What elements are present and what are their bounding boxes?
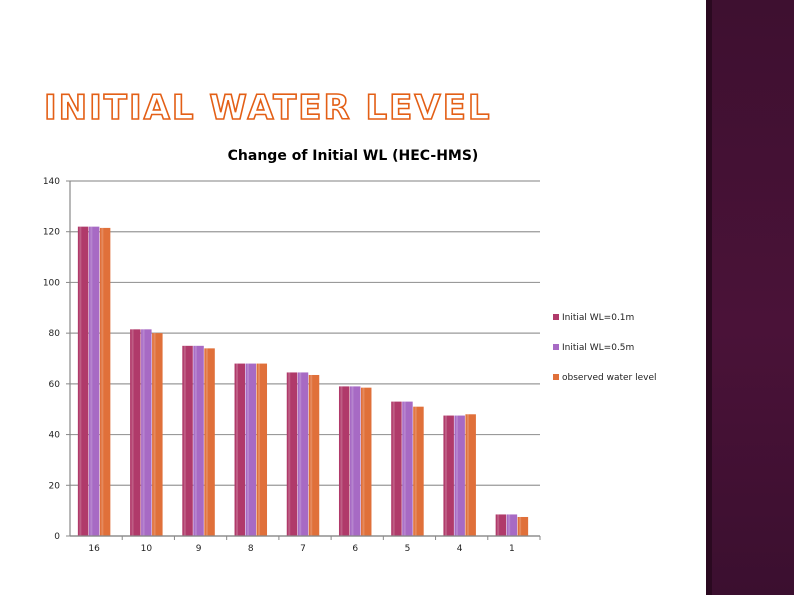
bar-highlight	[392, 401, 395, 536]
legend-label: Initial WL=0.5m	[562, 343, 634, 353]
legend: Initial WL=0.1m Initial WL=0.5m observed w…	[553, 313, 657, 383]
y-tick-label: 80	[49, 329, 61, 339]
bar	[308, 374, 320, 536]
legend-swatch	[553, 374, 559, 380]
bar	[245, 363, 257, 536]
bar	[99, 227, 111, 537]
bar	[204, 348, 215, 536]
bar	[141, 329, 152, 536]
x-tick-label: 6	[352, 544, 358, 554]
bar-highlight	[153, 333, 156, 536]
bar	[360, 387, 372, 536]
x-tick-label: 8	[248, 544, 254, 554]
bar	[338, 386, 350, 536]
bar	[297, 372, 309, 536]
legend-label: observed water level	[562, 373, 657, 383]
bar	[349, 386, 361, 536]
axes	[69, 181, 540, 537]
bar	[413, 406, 424, 536]
y-tick-label: 40	[49, 431, 61, 441]
bar-highlight	[288, 372, 291, 536]
bar-highlight	[444, 415, 447, 536]
chart-title: Change of Initial WL (HEC-HMS)	[227, 148, 479, 164]
bar	[193, 345, 204, 536]
bar-highlight	[131, 329, 134, 536]
x-axis-ticks: 16 10 9 8 7 6 5 4 1	[88, 536, 541, 554]
y-tick-label: 140	[43, 177, 60, 187]
decorative-side-panel	[706, 0, 794, 595]
bar	[454, 415, 465, 536]
bar	[234, 363, 246, 536]
bar	[286, 372, 298, 536]
x-tick-label: 9	[196, 544, 202, 554]
bar-highlight	[362, 387, 365, 536]
bar	[152, 333, 163, 536]
y-tick-label: 0	[54, 532, 60, 542]
bar	[182, 345, 193, 536]
x-tick-label: 7	[300, 544, 306, 554]
bar	[88, 226, 100, 536]
slide-title: INITIAL WATER LEVEL	[43, 87, 492, 129]
bar-highlight	[455, 415, 458, 536]
bar-highlight	[79, 226, 82, 536]
bar	[130, 329, 141, 536]
bar-highlight	[351, 386, 354, 536]
bar-highlight	[194, 345, 197, 536]
y-tick-label: 20	[49, 481, 61, 491]
legend-swatch	[553, 344, 559, 350]
legend-swatch	[553, 314, 559, 320]
bar-highlight	[340, 386, 343, 536]
bar-highlight	[142, 329, 145, 536]
bar	[256, 363, 268, 536]
legend-label: Initial WL=0.1m	[562, 313, 634, 323]
bar-highlight	[236, 363, 239, 536]
bar-highlight	[508, 514, 511, 536]
bar-highlight	[90, 226, 93, 536]
bar-highlight	[247, 363, 250, 536]
bar-highlight	[183, 345, 186, 536]
x-tick-label: 1	[509, 544, 515, 554]
bar	[517, 516, 529, 536]
bar	[391, 401, 402, 536]
bar-chart: 0 20 40 60 80 100 120 140 16 10 9 8 7 6 5 4 1 Initial W…	[43, 177, 657, 554]
bar	[402, 401, 413, 536]
y-tick-label: 120	[43, 228, 60, 238]
y-tick-label: 100	[43, 278, 60, 288]
bar-highlight	[299, 372, 302, 536]
bar-marks	[77, 226, 529, 537]
y-axis-ticks: 0 20 40 60 80 100 120 140	[43, 177, 70, 542]
x-tick-label: 5	[405, 544, 411, 554]
x-tick-label: 10	[141, 544, 153, 554]
bar-highlight	[403, 401, 406, 536]
bar-highlight	[466, 414, 469, 536]
bar-highlight	[519, 516, 522, 536]
bar-highlight	[205, 348, 208, 536]
bar	[77, 226, 89, 536]
bar-highlight	[414, 406, 417, 536]
bar	[506, 514, 518, 536]
bar-highlight	[258, 363, 261, 536]
bar	[495, 514, 507, 536]
bar-highlight	[310, 374, 313, 536]
bar	[465, 414, 476, 536]
y-tick-label: 60	[49, 380, 61, 390]
bar-highlight	[101, 227, 104, 537]
bar	[443, 415, 454, 536]
bar-highlight	[497, 514, 500, 536]
x-tick-label: 4	[457, 544, 463, 554]
x-tick-label: 16	[88, 544, 100, 554]
